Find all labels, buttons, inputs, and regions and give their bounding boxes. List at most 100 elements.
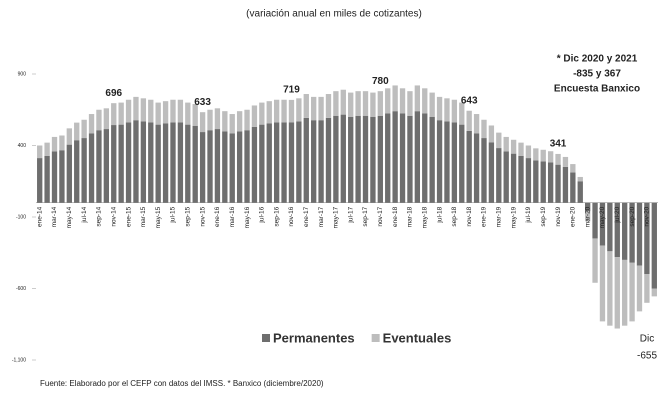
bar-segment (473, 133, 480, 203)
bar-segment (481, 119, 487, 139)
bar-segment (185, 102, 191, 125)
bar-segment (540, 149, 546, 162)
bar-segment (111, 103, 117, 126)
bar-segment (333, 91, 339, 116)
bar-segment (518, 155, 524, 203)
bar-segment (118, 102, 124, 125)
y-tick-label: -100 (16, 214, 26, 220)
bar-segment (570, 172, 576, 203)
bar-segment (281, 99, 287, 123)
bar-segment (162, 123, 169, 203)
x-tick-label: nov-19 (555, 206, 562, 226)
source-note: Fuente: Elaborado por el CEFP con datos … (40, 379, 324, 388)
bar-segment (340, 114, 346, 203)
bar-segment (348, 116, 354, 203)
x-tick-label: jul-16 (259, 206, 266, 223)
data-label: 719 (283, 85, 300, 96)
bar-segment (451, 122, 458, 203)
bar-segment (266, 101, 272, 124)
x-tick-label: ene-16 (214, 206, 221, 227)
bar-segment (44, 155, 50, 203)
x-tick-label: sep-17 (362, 206, 369, 226)
bar-segment (311, 120, 317, 203)
end-label: Dic (640, 334, 654, 345)
bar-segment (288, 122, 295, 203)
bar-segment (192, 104, 198, 126)
bar-segment (525, 158, 532, 203)
data-label: 633 (194, 97, 211, 108)
bar-segment (444, 121, 450, 203)
bar-segment (607, 251, 613, 326)
bar-segment (607, 202, 613, 252)
bar-segment (325, 117, 332, 203)
x-tick-label: sep-15 (185, 206, 192, 226)
y-tick-label: -600 (16, 286, 26, 292)
bar-segment (451, 99, 458, 123)
bar-segment (170, 122, 176, 203)
bar-segment (533, 160, 539, 203)
bar-segment (266, 123, 272, 203)
bar-segment (584, 202, 591, 212)
bar-segment (199, 112, 206, 133)
note-line: Encuesta Banxico (554, 84, 640, 95)
bar-segment (355, 115, 361, 203)
bar-segment (570, 164, 576, 173)
bar-segment (503, 151, 509, 203)
bar-segment (436, 96, 443, 121)
bar-segment (273, 99, 280, 123)
bar-segment (170, 99, 176, 123)
x-tick-label: nov-17 (377, 206, 384, 226)
bar-segment (355, 91, 361, 116)
x-tick-label: mar-16 (229, 206, 236, 227)
x-tick-label: ene-15 (125, 206, 132, 227)
bar-segment (96, 109, 102, 131)
bar-segment (385, 88, 391, 114)
x-tick-label: nov-20 (644, 206, 651, 226)
x-tick-label: may-20 (599, 206, 606, 228)
bar-segment (377, 91, 383, 116)
bar-segment (51, 136, 58, 152)
bar-segment (385, 113, 391, 203)
y-tick-label: 900 (18, 71, 27, 77)
bar-segment (162, 101, 169, 124)
x-tick-label: nov-18 (466, 206, 473, 226)
bar-segment (644, 202, 650, 275)
bar-segment (592, 202, 598, 239)
bar-segment (444, 98, 450, 122)
chart-title: (variación anual en miles de cotizantes) (246, 9, 422, 20)
legend-label: Eventuales (383, 330, 452, 345)
x-tick-label: mar-17 (318, 206, 325, 227)
bar-segment (488, 142, 495, 203)
data-label: 341 (550, 139, 567, 150)
bar-segment (577, 176, 583, 182)
x-tick-label: sep-19 (540, 206, 547, 226)
bar-segment (377, 115, 383, 203)
bar-segment (547, 151, 554, 163)
bar-segment (555, 153, 561, 165)
bar-segment (392, 111, 398, 203)
x-tick-label: nov-15 (199, 206, 206, 226)
x-tick-label: nov-16 (288, 206, 295, 226)
bar-segment (259, 102, 265, 125)
x-tick-label: sep-20 (629, 206, 636, 226)
bar-segment (296, 98, 302, 122)
bar-segment (459, 102, 465, 125)
y-tick-label: -1,100 (12, 357, 26, 363)
x-tick-label: mar-15 (140, 206, 147, 227)
bar-segment (362, 115, 369, 203)
bar-segment (199, 132, 206, 203)
bar-segment (288, 99, 295, 123)
bar-segment (473, 114, 480, 134)
bar-segment (422, 88, 428, 114)
bar-segment (96, 130, 102, 203)
bar-segment (481, 138, 487, 203)
bar-segment (466, 130, 472, 203)
bar-segment (207, 109, 213, 131)
bar-segment (88, 114, 95, 134)
bar-segment (140, 98, 147, 122)
bar-segment (466, 110, 472, 131)
bar-segment (629, 202, 635, 263)
bar-segment (540, 161, 546, 203)
bar-segment (185, 124, 191, 203)
bar-segment (103, 129, 110, 203)
